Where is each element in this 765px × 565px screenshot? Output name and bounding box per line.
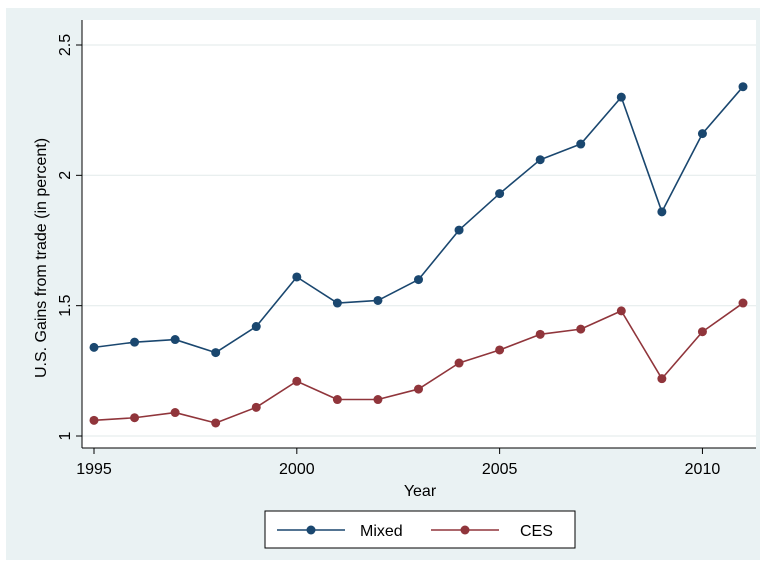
y-axis-label: U.S. Gains from trade (in percent) <box>33 138 50 378</box>
y-tick-label-1: 1 <box>57 431 74 440</box>
point-mixed-2003 <box>414 275 423 285</box>
legend-marker-ces <box>460 525 470 535</box>
y-tick-label-1.5: 1.5 <box>57 294 74 316</box>
point-mixed-1996 <box>130 337 140 347</box>
x-tick-label-1995: 1995 <box>76 461 112 478</box>
point-mixed-2007 <box>576 139 586 149</box>
x-tick-label-2010: 2010 <box>685 461 721 478</box>
y-tick-label-2: 2 <box>57 171 74 180</box>
point-ces-2011 <box>738 298 748 308</box>
point-mixed-2002 <box>373 295 383 305</box>
point-mixed-2004 <box>454 225 464 235</box>
point-mixed-2011 <box>738 82 748 92</box>
x-tick-label-2000: 2000 <box>279 461 315 478</box>
point-ces-2007 <box>576 324 586 334</box>
point-ces-1999 <box>251 402 261 412</box>
point-ces-1997 <box>170 408 180 418</box>
point-ces-2010 <box>697 327 707 337</box>
y-tick-label-2.5: 2.5 <box>57 34 74 56</box>
point-mixed-2001 <box>332 298 342 308</box>
axes: 1 1.5 2 2.5 1995 2000 2005 2010 <box>57 20 756 478</box>
point-mixed-2005 <box>495 189 505 199</box>
x-axis-label: Year <box>404 483 437 500</box>
point-ces-2008 <box>616 306 626 316</box>
grid-lines <box>82 44 756 437</box>
point-mixed-1998 <box>211 348 221 358</box>
point-mixed-1997 <box>170 335 180 345</box>
point-mixed-2006 <box>535 155 545 165</box>
point-mixed-1995 <box>89 342 99 352</box>
point-ces-2006 <box>535 329 545 339</box>
point-ces-2000 <box>292 376 302 386</box>
point-ces-2005 <box>495 345 505 355</box>
plot-area <box>82 20 756 448</box>
point-ces-1996 <box>130 413 140 423</box>
point-mixed-2010 <box>697 129 707 139</box>
point-ces-2001 <box>332 395 342 405</box>
point-ces-1995 <box>89 415 99 425</box>
point-ces-2003 <box>414 384 423 394</box>
point-mixed-2000 <box>292 272 302 282</box>
legend-marker-mixed <box>306 525 316 535</box>
point-ces-2009 <box>657 374 667 384</box>
x-tick-label-2005: 2005 <box>482 461 518 478</box>
point-ces-2004 <box>454 358 464 368</box>
point-ces-2002 <box>373 395 383 405</box>
point-mixed-1999 <box>251 322 261 332</box>
legend-label-ces: CES <box>520 523 553 540</box>
legend-label-mixed: Mixed <box>360 523 403 540</box>
series <box>89 82 748 428</box>
point-ces-1998 <box>211 418 221 428</box>
point-mixed-2009 <box>657 207 667 217</box>
point-mixed-2008 <box>616 92 626 102</box>
